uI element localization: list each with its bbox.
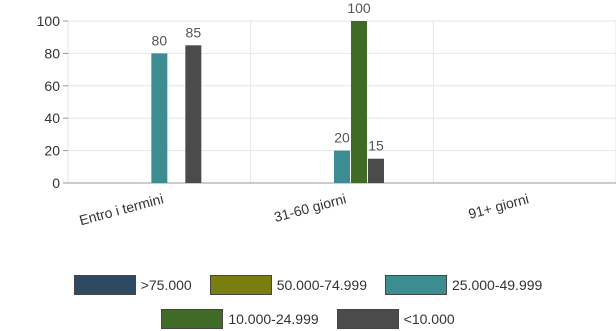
legend-item[interactable]: 50.000-74.999: [209, 275, 367, 295]
legend-swatch: [73, 275, 136, 295]
legend-item[interactable]: >75.000: [73, 275, 192, 295]
x-category-label: Entro i termini: [78, 190, 166, 228]
bar-value-label: 85: [186, 24, 202, 40]
bar-value-label: 15: [368, 138, 384, 154]
y-tick-label: 40: [44, 110, 60, 126]
bar: [185, 45, 202, 183]
legend-item[interactable]: <10.000: [336, 309, 455, 329]
legend-swatch: [161, 309, 224, 329]
y-tick-label: 0: [52, 175, 60, 191]
y-tick-label: 80: [44, 45, 60, 61]
legend-label: >75.000: [140, 277, 192, 293]
bar: [368, 158, 384, 183]
legend-label: 10.000-24.999: [228, 311, 319, 327]
data-labels: 80 85 20 100 15: [152, 0, 384, 154]
legend-label: 50.000-74.999: [276, 277, 367, 293]
x-category-label: 91+ giorni: [467, 190, 531, 221]
legend-item[interactable]: 25.000-49.999: [385, 275, 542, 295]
y-tick-label: 20: [44, 143, 60, 159]
bar: [351, 21, 367, 183]
y-tick-label: 100: [37, 13, 61, 29]
bar: [151, 53, 168, 184]
bar-chart: 0 20 40 60 80 100 Entro i termini 31-60 giorni 9…: [37, 0, 616, 228]
y-tick-label: 60: [44, 78, 60, 94]
legend-label: 25.000-49.999: [452, 277, 543, 293]
bar: [334, 150, 350, 183]
legend-label: <10.000: [403, 311, 455, 327]
legend-swatch: [336, 309, 399, 329]
legend-item[interactable]: 10.000-24.999: [161, 309, 319, 329]
legend-row-2: 10.000-24.999 <10.000: [0, 309, 616, 329]
bars: [151, 21, 384, 184]
legend-swatch: [385, 275, 447, 295]
legend-swatch: [209, 275, 272, 295]
legend-row-1: >75.000 50.000-74.999 25.000-49.999: [0, 275, 616, 295]
x-category-label: 31-60 giorni: [272, 190, 348, 225]
bar-value-label: 20: [334, 130, 350, 146]
bar-value-label: 100: [347, 0, 371, 16]
bar-value-label: 80: [152, 32, 168, 48]
axes: 0 20 40 60 80 100 Entro i termini 31-60 giorni 9…: [37, 13, 616, 228]
